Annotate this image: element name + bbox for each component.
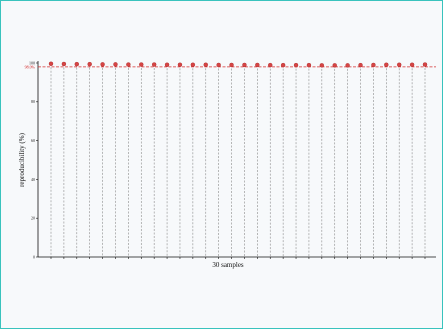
data-point bbox=[384, 62, 389, 67]
data-point bbox=[74, 61, 79, 67]
data-point bbox=[422, 62, 428, 67]
data-point bbox=[306, 62, 312, 68]
data-point bbox=[358, 62, 363, 68]
data-point bbox=[151, 62, 157, 67]
data-point bbox=[203, 62, 208, 67]
data-point bbox=[345, 63, 350, 68]
data-point bbox=[48, 61, 54, 66]
data-point bbox=[177, 62, 183, 67]
y-tick-label: 40 bbox=[31, 177, 35, 182]
data-point bbox=[371, 62, 376, 68]
x-axis-title: 30 samples bbox=[212, 261, 244, 269]
y-tick-label: 80 bbox=[31, 99, 35, 104]
data-point bbox=[319, 63, 325, 68]
y-tick-label: 0 bbox=[33, 254, 35, 259]
data-point bbox=[216, 62, 221, 68]
data-point bbox=[242, 62, 247, 68]
data-point bbox=[229, 62, 234, 68]
y-tick-label: 20 bbox=[31, 216, 35, 221]
reference-line-label: 98.0% bbox=[25, 64, 36, 69]
data-point bbox=[87, 61, 92, 67]
data-point bbox=[280, 62, 286, 68]
data-point bbox=[255, 62, 260, 68]
data-point bbox=[126, 62, 131, 67]
y-axis-title: reproducibility (%) bbox=[18, 132, 26, 187]
data-point bbox=[113, 62, 118, 67]
data-point bbox=[61, 61, 67, 67]
data-point bbox=[164, 62, 170, 67]
data-point bbox=[409, 62, 415, 67]
y-tick-label: 60 bbox=[31, 138, 35, 143]
data-point bbox=[139, 62, 144, 67]
data-point bbox=[268, 62, 273, 68]
data-point bbox=[100, 62, 105, 67]
data-point bbox=[397, 62, 402, 67]
data-point bbox=[190, 62, 196, 67]
data-point bbox=[293, 62, 299, 68]
data-point bbox=[332, 63, 337, 68]
y-tick-label: 100 bbox=[29, 60, 35, 65]
